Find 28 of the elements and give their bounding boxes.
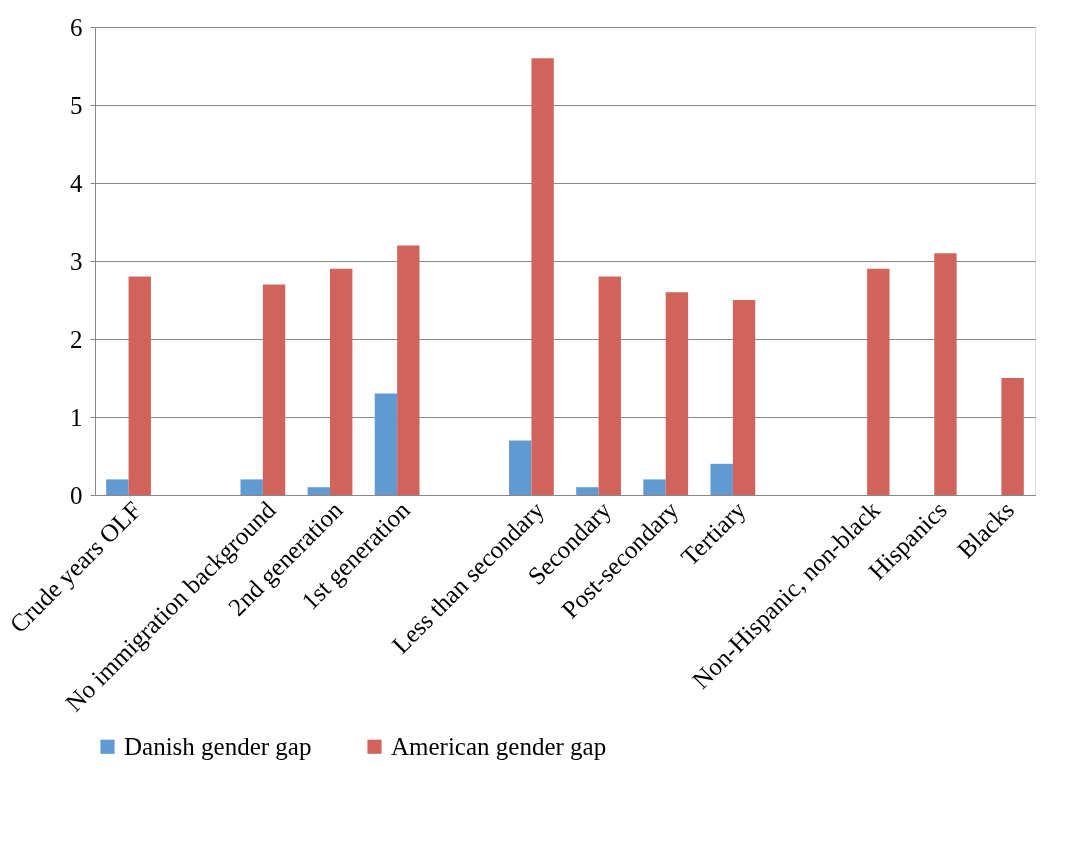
bar (262, 284, 286, 495)
bar (330, 268, 353, 495)
bar (934, 253, 957, 495)
y-tick-label: 2 (70, 325, 83, 353)
bar (397, 245, 420, 495)
legend-label: American gender gap (391, 732, 607, 760)
y-tick-label: 6 (70, 13, 83, 41)
bar (643, 479, 666, 495)
y-tick-label: 0 (70, 481, 83, 509)
bar (307, 487, 330, 495)
bar (509, 440, 532, 495)
bar (732, 300, 756, 495)
bar (867, 268, 890, 495)
y-tick-label: 5 (70, 91, 83, 119)
y-tick-label: 3 (70, 247, 83, 275)
bar (665, 292, 689, 495)
bar (374, 393, 398, 495)
y-tick-label: 4 (70, 169, 83, 197)
bar (1001, 378, 1024, 495)
bar (598, 276, 621, 495)
bar (106, 479, 129, 495)
bar (531, 58, 554, 495)
bar (128, 276, 151, 495)
bar (240, 479, 263, 495)
bar (576, 487, 599, 495)
bar (710, 463, 733, 495)
y-tick-label: 1 (70, 403, 83, 431)
legend-label: Danish gender gap (124, 732, 312, 760)
